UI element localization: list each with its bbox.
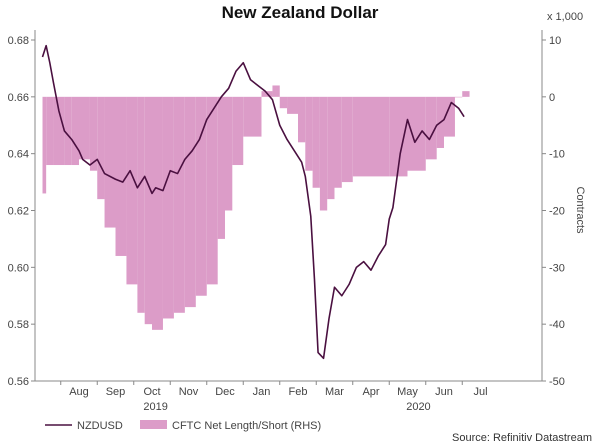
x-tick-label: Jun bbox=[435, 386, 453, 398]
cftc-area-step bbox=[79, 96, 90, 160]
cftc-area-step bbox=[104, 96, 116, 228]
cftc-area-step bbox=[206, 96, 218, 285]
cftc-area-step bbox=[144, 96, 152, 325]
x-tick-label: Nov bbox=[179, 386, 199, 398]
legend-label: CFTC Net Length/Short (RHS) bbox=[172, 420, 321, 432]
x-tick-label: Aug bbox=[69, 386, 89, 398]
cftc-area-step bbox=[341, 96, 353, 183]
x-tick-label: Sep bbox=[106, 386, 126, 398]
left-tick-label: 0.56 bbox=[8, 376, 29, 388]
cftc-area-step bbox=[225, 96, 233, 211]
cftc-area-step bbox=[115, 96, 127, 256]
right-tick-label: -30 bbox=[549, 262, 565, 274]
cftc-area-step bbox=[312, 96, 320, 188]
cftc-area-step bbox=[462, 91, 470, 97]
x-tick-label: Dec bbox=[215, 386, 235, 398]
right-tick-label: 10 bbox=[549, 35, 561, 47]
left-tick-label: 0.60 bbox=[8, 262, 29, 274]
x-axis: Aug Sep Oct Nov Dec Jan Feb Mar Apr May Jun Jul 2019… bbox=[60, 381, 488, 413]
cftc-area-step bbox=[305, 96, 313, 171]
cftc-area-step bbox=[46, 96, 54, 166]
nzdusd-line bbox=[41, 44, 465, 360]
cftc-area-step bbox=[173, 96, 185, 313]
cftc-area-step bbox=[298, 96, 306, 143]
right-tick-label: -50 bbox=[549, 376, 565, 388]
legend-area-swatch bbox=[140, 420, 167, 429]
right-tick-label: -10 bbox=[549, 149, 565, 161]
cftc-area-step bbox=[334, 96, 342, 188]
chart-title: New Zealand Dollar bbox=[222, 3, 379, 22]
cftc-area-step bbox=[407, 96, 426, 171]
x-tick-label: Jan bbox=[253, 386, 271, 398]
cftc-area-step bbox=[217, 96, 225, 239]
right-axis-multiplier: x 1,000 bbox=[547, 11, 583, 23]
cftc-area-step bbox=[137, 96, 145, 313]
cftc-area-step bbox=[184, 96, 196, 308]
cftc-area-step bbox=[389, 96, 408, 177]
x-tick-label: Feb bbox=[289, 386, 308, 398]
cftc-area-series bbox=[42, 85, 470, 330]
right-y-axis: 10 0 -10 -20 -30 -40 -50 bbox=[542, 35, 565, 388]
cftc-area-step bbox=[425, 96, 437, 160]
x-year-label: 2020 bbox=[406, 401, 430, 413]
x-tick-label: Apr bbox=[362, 386, 379, 398]
cftc-area-step bbox=[327, 96, 335, 200]
x-tick-label: Jul bbox=[473, 386, 487, 398]
right-axis-label: Contracts bbox=[574, 186, 586, 234]
cftc-area-step bbox=[371, 96, 390, 177]
source-note: Source: Refinitiv Datastream bbox=[452, 432, 592, 444]
cftc-area-step bbox=[352, 96, 371, 177]
cftc-area-step bbox=[162, 96, 174, 319]
cftc-area-step bbox=[64, 96, 72, 166]
right-tick-label: -20 bbox=[549, 206, 565, 218]
nzdusd-line-series bbox=[41, 44, 465, 360]
cftc-area-step bbox=[454, 96, 463, 98]
cftc-area-step bbox=[195, 96, 207, 296]
cftc-area-step bbox=[287, 96, 298, 114]
cftc-area-step bbox=[71, 96, 79, 166]
legend: NZDUSD CFTC Net Length/Short (RHS) bbox=[45, 420, 321, 432]
x-year-label: 2019 bbox=[143, 401, 167, 413]
legend-label: NZDUSD bbox=[77, 420, 123, 432]
cftc-area-step bbox=[319, 96, 328, 211]
cftc-area-step bbox=[53, 96, 65, 166]
cftc-area-step bbox=[444, 96, 455, 137]
cftc-area-step bbox=[126, 96, 138, 285]
plot-area bbox=[34, 30, 543, 382]
left-y-axis: 0.68 0.66 0.64 0.62 0.60 0.58 0.56 bbox=[8, 35, 35, 388]
cftc-area-step bbox=[152, 96, 163, 330]
cftc-area-step bbox=[272, 85, 280, 97]
x-tick-label: Oct bbox=[143, 386, 160, 398]
x-tick-label: Mar bbox=[325, 386, 344, 398]
left-tick-label: 0.68 bbox=[8, 35, 29, 47]
cftc-area-step bbox=[42, 96, 47, 194]
left-tick-label: 0.66 bbox=[8, 92, 29, 104]
cftc-area-step bbox=[243, 96, 262, 137]
left-tick-label: 0.62 bbox=[8, 206, 29, 218]
cftc-area-step bbox=[97, 96, 105, 200]
right-tick-label: -40 bbox=[549, 319, 565, 331]
cftc-area-step bbox=[89, 96, 98, 171]
cftc-area-step bbox=[232, 96, 244, 166]
left-tick-label: 0.58 bbox=[8, 319, 29, 331]
left-tick-label: 0.64 bbox=[8, 149, 29, 161]
right-tick-label: 0 bbox=[549, 92, 555, 104]
x-tick-label: May bbox=[397, 386, 418, 398]
cftc-area-step bbox=[279, 96, 288, 109]
